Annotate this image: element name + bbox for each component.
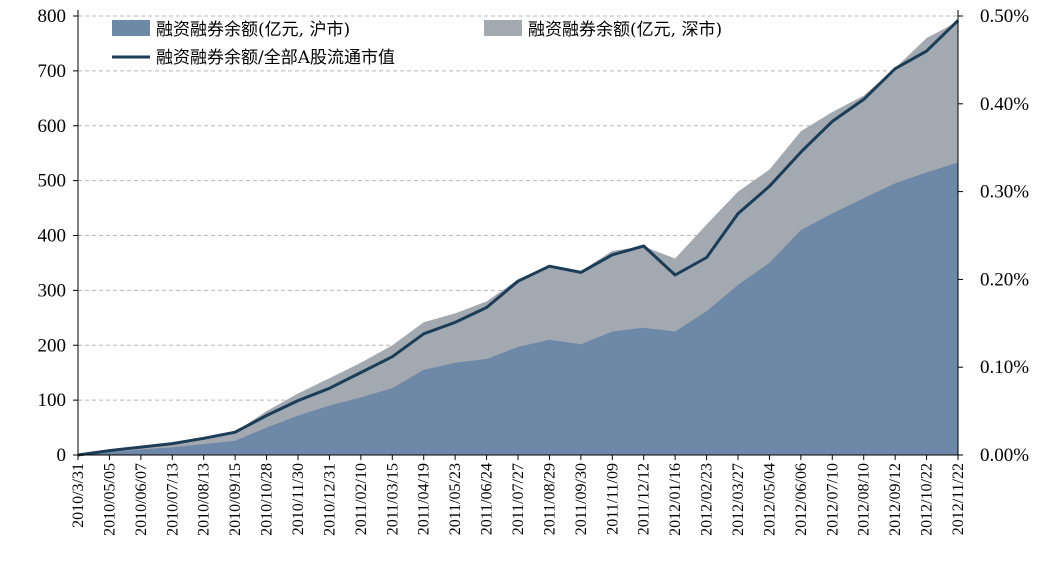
x-tick-label: 2010/3/31 xyxy=(70,463,87,528)
x-tick-label: 2010/08/13 xyxy=(196,463,213,536)
x-tick-label: 2010/10/28 xyxy=(259,463,276,536)
right-tick-label: 0.20% xyxy=(980,269,1029,290)
x-axis-ticks: 2010/3/31 2010/05/05 2010/06/07 2010/07/13 2… xyxy=(70,455,967,536)
right-tick-label: 0.30% xyxy=(980,182,1029,203)
x-tick-label: 2012/11/22 xyxy=(950,463,967,535)
right-axis-ticks: 0.00% 0.10% 0.20% 0.30% 0.40% 0.50% xyxy=(958,6,1029,466)
right-tick-label: 0.40% xyxy=(980,94,1029,115)
ratio-line xyxy=(77,19,960,457)
x-tick-label: 2012/03/27 xyxy=(730,463,747,536)
x-tick-label: 2010/12/31 xyxy=(321,463,338,536)
x-tick-label: 2010/05/05 xyxy=(101,463,118,536)
legend-label-ratio: 融资融券余额/全部A股流通市值 xyxy=(156,48,395,68)
left-tick-label: 600 xyxy=(38,116,67,137)
x-tick-label: 2010/07/13 xyxy=(164,463,181,536)
legend-label-shenzhen: 融资融券余额(亿元, 深市) xyxy=(528,20,722,40)
area-shanghai xyxy=(78,162,958,455)
x-tick-label: 2012/08/10 xyxy=(856,463,873,536)
left-tick-label: 400 xyxy=(38,226,67,247)
x-tick-label: 2011/06/24 xyxy=(479,463,496,535)
x-tick-label: 2012/06/06 xyxy=(793,463,810,536)
x-tick-label: 2012/01/16 xyxy=(667,463,684,536)
x-tick-label: 2011/08/29 xyxy=(541,463,558,535)
right-tick-label: 0.00% xyxy=(980,445,1029,466)
x-tick-label: 2011/12/12 xyxy=(636,463,653,535)
x-tick-label: 2011/07/27 xyxy=(510,463,527,535)
legend: 融资融券余额(亿元, 沪市) 融资融券余额(亿元, 深市) 融资融券余额/全部A股流… xyxy=(112,20,722,68)
left-tick-label: 800 xyxy=(38,6,67,27)
legend-swatch-shanghai xyxy=(112,20,150,36)
left-tick-label: 200 xyxy=(38,335,67,356)
legend-swatch-shenzhen xyxy=(484,20,522,36)
areas xyxy=(78,21,958,455)
left-axis-ticks: 0 100 200 300 400 500 600 700 800 xyxy=(38,6,78,466)
x-tick-label: 2010/11/30 xyxy=(290,463,307,535)
x-tick-label: 2011/03/15 xyxy=(384,463,401,535)
left-tick-label: 500 xyxy=(38,171,67,192)
x-tick-label: 2012/02/23 xyxy=(699,463,716,536)
x-tick-label: 2011/05/23 xyxy=(447,463,464,535)
x-tick-label: 2011/02/10 xyxy=(353,463,370,535)
x-tick-label: 2011/11/09 xyxy=(604,463,621,535)
left-tick-label: 0 xyxy=(57,445,67,466)
x-tick-label: 2012/07/10 xyxy=(824,463,841,536)
x-tick-label: 2012/09/12 xyxy=(887,463,904,536)
x-tick-label: 2012/10/22 xyxy=(919,463,936,536)
x-tick-label: 2011/04/19 xyxy=(416,463,433,535)
x-tick-label: 2010/06/07 xyxy=(133,463,150,536)
x-tick-label: 2012/05/04 xyxy=(761,463,778,536)
left-tick-label: 700 xyxy=(38,61,67,82)
left-tick-label: 100 xyxy=(38,390,67,411)
left-tick-label: 300 xyxy=(38,280,67,301)
x-tick-label: 2011/09/30 xyxy=(573,463,590,535)
right-tick-label: 0.50% xyxy=(980,6,1029,27)
x-tick-label: 2010/09/15 xyxy=(227,463,244,536)
line-ratio xyxy=(77,19,960,457)
legend-label-shanghai: 融资融券余额(亿元, 沪市) xyxy=(156,20,350,40)
right-tick-label: 0.10% xyxy=(980,357,1029,378)
